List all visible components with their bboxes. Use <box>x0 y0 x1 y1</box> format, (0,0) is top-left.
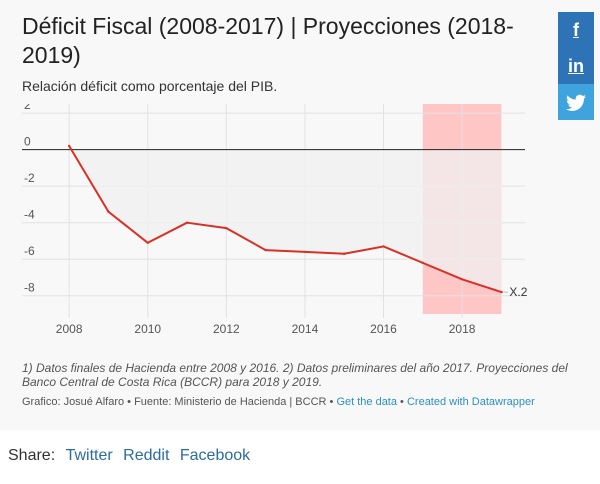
x-tick-label: 2012 <box>213 322 240 336</box>
share-reddit-link[interactable]: Reddit <box>123 447 170 464</box>
facebook-icon: f <box>573 20 579 40</box>
deficit-area <box>69 146 502 293</box>
y-tick-label: -2 <box>24 171 35 185</box>
linkedin-icon: in <box>568 56 584 76</box>
data-point <box>146 241 149 244</box>
data-point <box>225 226 228 230</box>
chart-credits: Grafico: Josué Alfaro • Fuente: Minister… <box>22 396 582 408</box>
deficit-line <box>68 145 502 294</box>
twitter-share-button[interactable] <box>558 84 594 120</box>
deficit-chart: 2 0 -2 -4 -6 -8 X.2 2008 2010 2012 2014 2016 2018 <box>22 104 528 336</box>
x-tick-label: 2008 <box>56 322 83 336</box>
facebook-share-button[interactable]: f <box>558 12 594 48</box>
share-label: Share: <box>8 447 56 464</box>
data-point <box>107 210 110 213</box>
data-point <box>382 245 385 248</box>
twitter-icon <box>566 94 586 112</box>
x-tick-label: 2016 <box>370 322 397 336</box>
social-bar: f in <box>558 12 594 120</box>
share-twitter-link[interactable]: Twitter <box>65 447 113 464</box>
y-tick-label: -6 <box>24 244 35 258</box>
y-tick-label: -8 <box>24 281 35 295</box>
data-point <box>185 221 189 224</box>
y-tick-label: -4 <box>24 208 35 222</box>
credits-separator: • <box>400 396 404 408</box>
x-tick-label: 2018 <box>449 322 476 336</box>
chart-notes: 1) Datos finales de Hacienda entre 2008 … <box>22 361 568 389</box>
share-facebook-link[interactable]: Facebook <box>179 447 251 464</box>
y-tick-label: 0 <box>24 135 31 149</box>
linkedin-share-button[interactable]: in <box>558 48 594 84</box>
chart-area: 2 0 -2 -4 -6 -8 X.2 2008 2010 2012 2014 2016 2018 <box>0 104 600 344</box>
data-point <box>67 144 71 148</box>
share-bar: Share: Twitter Reddit Facebook <box>8 447 250 465</box>
x-tick-label: 2010 <box>134 322 161 336</box>
y-tick-label: 2 <box>24 104 31 112</box>
data-point <box>303 250 307 254</box>
data-point <box>500 290 503 294</box>
x-tick-label: 2014 <box>292 322 319 336</box>
chart-card: Déficit Fiscal (2008-2017) | Proyeccione… <box>0 12 600 408</box>
end-label: X.2 <box>509 285 527 299</box>
datawrapper-link[interactable]: Created with Datawrapper <box>406 396 535 408</box>
data-point <box>421 261 425 265</box>
get-data-link[interactable]: Get the data <box>336 396 397 408</box>
chart-subtitle: Relación déficit como porcentaje del PIB… <box>22 78 278 94</box>
data-point <box>264 248 267 252</box>
chart-title: Déficit Fiscal (2008-2017) | Proyeccione… <box>22 13 514 68</box>
credits-source: Grafico: Josué Alfaro • Fuente: Minister… <box>22 396 334 408</box>
data-point <box>460 278 464 281</box>
data-point <box>343 252 346 255</box>
